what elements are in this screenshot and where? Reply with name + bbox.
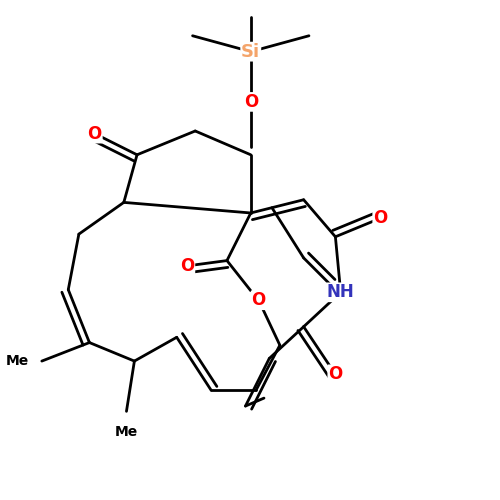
Text: O: O — [373, 210, 388, 228]
Text: Me: Me — [6, 354, 28, 368]
Text: Si: Si — [241, 42, 260, 60]
Text: O: O — [328, 366, 342, 384]
Text: O: O — [252, 292, 266, 310]
Text: NH: NH — [327, 284, 354, 302]
Text: O: O — [244, 93, 258, 111]
Text: Me: Me — [115, 424, 138, 438]
Text: O: O — [180, 257, 194, 275]
Text: O: O — [88, 124, 102, 142]
